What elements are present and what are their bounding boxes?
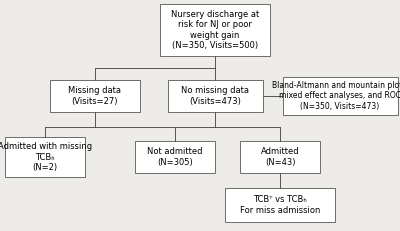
Text: Nursery discharge at
risk for NJ or poor
weight gain
(N=350, Visits=500): Nursery discharge at risk for NJ or poor…: [171, 10, 259, 50]
FancyBboxPatch shape: [160, 4, 270, 56]
FancyBboxPatch shape: [135, 141, 215, 173]
Text: Not admitted
(N=305): Not admitted (N=305): [147, 147, 203, 167]
FancyBboxPatch shape: [225, 188, 335, 222]
Text: Admitted
(N=43): Admitted (N=43): [261, 147, 299, 167]
Text: Bland-Altmann and mountain plots,
mixed effect analyses, and ROC
(N=350, Visits=: Bland-Altmann and mountain plots, mixed …: [272, 81, 400, 111]
Text: TCBᵀ vs TCBₕ
For miss admission: TCBᵀ vs TCBₕ For miss admission: [240, 195, 320, 215]
FancyBboxPatch shape: [282, 77, 398, 115]
Text: Missing data
(Visits=27): Missing data (Visits=27): [68, 86, 122, 106]
Text: No missing data
(Visits=473): No missing data (Visits=473): [181, 86, 249, 106]
Text: Admitted with missing
TCBₕ
(N=2): Admitted with missing TCBₕ (N=2): [0, 142, 92, 172]
FancyBboxPatch shape: [5, 137, 85, 177]
FancyBboxPatch shape: [50, 80, 140, 112]
FancyBboxPatch shape: [168, 80, 262, 112]
FancyBboxPatch shape: [240, 141, 320, 173]
